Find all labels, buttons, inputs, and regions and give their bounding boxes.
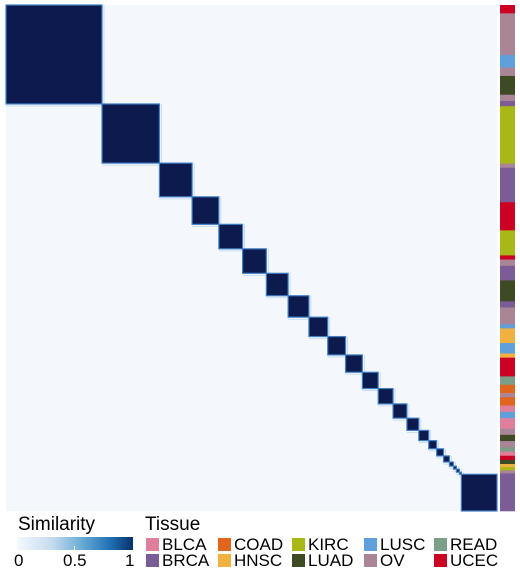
tissue-annotation-segment [500,470,515,474]
cluster-block-9 [308,316,329,338]
tissue-annotation-segment [500,441,515,448]
tissue-annotation-segment [500,75,515,96]
tissue-swatch-luad [292,554,305,567]
tissue-label-read: READ [450,535,498,554]
tissue-label-ucec: UCEC [450,551,499,570]
tissue-annotation-segment [500,459,515,465]
cluster-block-23 [458,471,462,475]
tissue-swatch-ucec [434,554,447,567]
tissue-annotation-segment [500,393,515,398]
tissue-label-kirc: KIRC [308,535,349,554]
tissue-annotation-segment [500,455,515,461]
tissue-annotation-segment [500,473,515,512]
tissue-swatch-ov [364,554,377,567]
tissue-annotation-segment [500,397,515,406]
tissue-annotation-segment [500,94,515,102]
tissue-annotation-segment [500,202,515,231]
tissue-annotation-segment [500,447,515,452]
tissue-annotation-segment [500,464,515,468]
cluster-block-18 [436,448,445,457]
tissue-label-coad: COAD [234,535,284,554]
cluster-block-5 [218,223,244,250]
tissue-annotation-segment [500,353,515,358]
tissue-annotation-segment [500,376,515,386]
cluster-block-2 [101,103,161,164]
cluster-block-7 [265,272,289,297]
tissue-label-hnsc: HNSC [234,551,283,570]
cluster-block-16 [418,429,430,442]
tissue-annotation-segment [500,467,515,471]
similarity-legend-title: Similarity [18,514,96,535]
similarity-colorbar [17,537,133,550]
tissue-annotation-segment [500,167,515,203]
colorbar-label-0-5: 0.5 [63,551,87,570]
cluster-block-24 [460,473,498,512]
tissue-annotation-segment [500,405,515,413]
tissue-annotation-segment [500,328,515,344]
cluster-block-3 [158,162,193,198]
cluster-block-15 [406,417,420,432]
cluster-block-19 [442,455,451,463]
colorbar-label-0: 0 [14,551,24,570]
cluster-block-8 [287,295,310,318]
tissue-annotation-segment [500,67,515,77]
tissue-annotation-segment [500,259,515,267]
tissue-label-ov: OV [380,551,405,570]
cluster-block-21 [452,465,458,470]
tissue-annotation-segment [500,255,515,260]
cluster-block-17 [428,440,438,450]
cluster-block-11 [344,354,363,373]
tissue-legend-title: Tissue [145,514,201,535]
tissue-annotation-segment [500,418,515,429]
tissue-annotation-segment [500,230,515,256]
tissue-swatch-brca [146,554,159,567]
tissue-annotation-segment [500,106,515,164]
tissue-annotation-segment [500,451,515,457]
cluster-block-14 [392,403,408,419]
cluster-block-22 [455,468,460,473]
tissue-annotation-segment [500,428,515,436]
tissue-annotation-segment [500,55,515,68]
cluster-block-1 [5,4,103,105]
cluster-block-4 [191,196,220,225]
tissue-swatch-coad [218,538,231,551]
tissue-swatch-lusc [364,538,377,551]
tissue-annotation-segment [500,384,515,394]
tissue-label-luad: LUAD [308,551,354,570]
tissue-label-lusc: LUSC [380,535,426,554]
cluster-block-10 [327,335,347,356]
tissue-label-brca: BRCA [162,551,210,570]
tissue-annotation-segment [500,301,515,308]
cluster-block-12 [361,371,379,390]
cluster-block-6 [241,248,267,274]
tissue-annotation-segment [500,411,515,419]
tissue-annotation-segment [500,307,515,325]
tissue-annotation-segment [500,357,515,377]
tissue-swatch-kirc [292,538,305,551]
tissue-annotation-segment [500,163,515,169]
tissue-label-blca: BLCA [162,535,207,554]
tissue-annotation-segment [500,13,515,56]
colorbar-tick-mid [74,546,75,550]
tissue-annotation-segment [500,5,515,14]
tissue-annotation-segment [500,280,515,302]
tissue-annotation-segment [500,100,515,107]
tissue-annotation-segment [500,265,515,281]
tissue-swatch-hnsc [218,554,231,567]
cluster-block-20 [448,461,455,467]
cluster-block-13 [377,387,394,405]
tissue-swatch-blca [146,538,159,551]
tissue-annotation-segment [500,434,515,442]
tissue-swatch-read [434,538,447,551]
colorbar-label-1: 1 [125,551,135,570]
tissue-annotation-segment [500,324,515,329]
tissue-annotation-segment [500,343,515,354]
